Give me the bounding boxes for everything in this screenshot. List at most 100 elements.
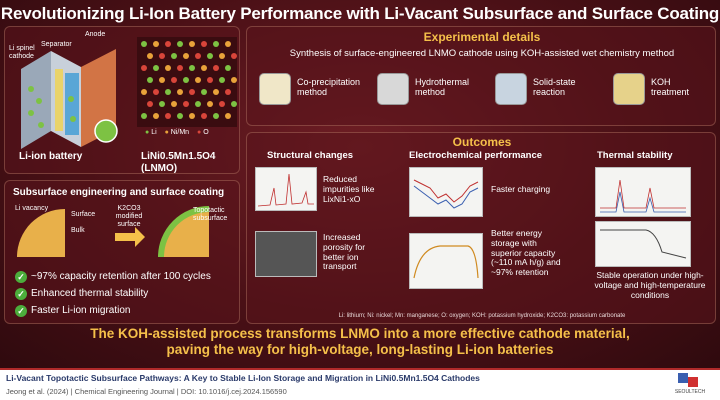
- structural-item-porosity: Increased porosity for better ion transp…: [323, 232, 366, 272]
- lnmo-atom: [183, 53, 189, 59]
- lnmo-atom: [159, 101, 165, 107]
- outcomes-panel: Outcomes Structural changes Reduced impu…: [246, 132, 716, 324]
- li-vacancy-label: Li vacancy: [15, 205, 49, 212]
- lnmo-atom: [159, 53, 165, 59]
- lnmo-atom: [153, 65, 159, 71]
- lnmo-atom: [171, 101, 177, 107]
- nimn-legend-dot: ●: [164, 129, 169, 136]
- method-hydrothermal: Hydrothermal method: [415, 77, 470, 98]
- seoultech-logo: SEOULTECH: [670, 371, 710, 397]
- beaker-icon: [259, 73, 291, 105]
- abbreviation-footnote: Li: lithium; Ni: nickel; Mn: manganese; …: [338, 313, 626, 319]
- battery-illustration: [21, 49, 118, 149]
- koh-treatment-icon: [613, 73, 645, 105]
- lnmo-atom: [177, 41, 183, 47]
- topotactic-label: Topotactic subsurface: [193, 207, 228, 223]
- lnmo-atom: [219, 101, 225, 107]
- lnmo-atom: [147, 101, 153, 107]
- conclusion-text: The KOH-assisted process transforms LNMO…: [0, 326, 720, 358]
- lnmo-atom: [225, 65, 231, 71]
- xrd-plot: [255, 167, 317, 211]
- paper-title: Li-Vacant Topotactic Subsurface Pathways…: [6, 373, 480, 383]
- lnmo-atom: [153, 41, 159, 47]
- conclusion-line-2: paving the way for high-voltage, long-la…: [166, 342, 554, 358]
- check-icon: ✓: [15, 305, 27, 317]
- k2co3-label: K2CO3 modified surface: [115, 205, 143, 229]
- separator-label: Separator: [41, 41, 72, 48]
- lnmo-atom: [225, 89, 231, 95]
- check-icon: ✓: [15, 288, 27, 300]
- lnmo-atom: [159, 77, 165, 83]
- li-legend-label: Li: [151, 129, 157, 136]
- lnmo-atom: [219, 53, 225, 59]
- bulk-label: Bulk: [71, 227, 85, 234]
- lnmo-atom: [141, 113, 147, 119]
- anode-label: Anode: [85, 31, 106, 38]
- lnmo-atom: [201, 113, 207, 119]
- lnmo-atom: [189, 89, 195, 95]
- benefit-retention: ~97% capacity retention after 100 cycles: [31, 271, 211, 282]
- benefit-migration: Faster Li-ion migration: [31, 305, 131, 316]
- voltage-profile-plot: [409, 233, 483, 289]
- nimn-legend-label: Ni/Mn: [170, 129, 190, 136]
- lnmo-crystal-illustration: [137, 37, 237, 127]
- lnmo-atom: [165, 113, 171, 119]
- structural-heading: Structural changes: [267, 150, 354, 161]
- paper-citation[interactable]: Jeong et al. (2024) | Chemical Engineeri…: [6, 387, 287, 396]
- sem-image: [255, 231, 317, 277]
- li-legend-dot: ●: [145, 129, 150, 136]
- outcomes-heading: Outcomes: [452, 135, 512, 149]
- lnmo-atom: [141, 41, 147, 47]
- battery-panel: Anode Separator Li spinel cathode Li-ion…: [4, 26, 240, 174]
- subsurface-heading: Subsurface engineering and surface coati…: [13, 187, 225, 198]
- cathode-label: Li spinel cathode: [9, 45, 35, 61]
- lnmo-atom: [213, 41, 219, 47]
- lnmo-atom: [171, 77, 177, 83]
- lnmo-atom: [207, 101, 213, 107]
- lnmo-atom: [213, 113, 219, 119]
- lnmo-atom: [189, 113, 195, 119]
- lnmo-atom: [147, 53, 153, 59]
- lnmo-atom: [195, 101, 201, 107]
- experimental-panel: Experimental details Synthesis of surfac…: [246, 26, 716, 126]
- electrochemical-item-capacity: Better energy storage with superior capa…: [491, 228, 561, 278]
- method-solid-state: Solid-state reaction: [533, 77, 576, 98]
- logo-text: SEOULTECH: [674, 389, 706, 395]
- lnmo-atom: [201, 65, 207, 71]
- lnmo-atom: [231, 53, 237, 59]
- infographic-poster: Revolutionizing Li-Ion Battery Performan…: [0, 0, 720, 368]
- lnmo-atom: [231, 101, 237, 107]
- lnmo-atom: [165, 65, 171, 71]
- citation-footer: Li-Vacant Topotactic Subsurface Pathways…: [0, 368, 720, 400]
- subsurface-panel: Subsurface engineering and surface coati…: [4, 180, 240, 324]
- check-icon: ✓: [15, 271, 27, 283]
- o-legend-dot: ●: [197, 129, 202, 136]
- lnmo-atom: [195, 77, 201, 83]
- lnmo-atom: [225, 113, 231, 119]
- lnmo-atom: [189, 65, 195, 71]
- experimental-heading: Experimental details: [423, 30, 541, 44]
- method-koh: KOH treatment: [651, 77, 690, 98]
- lnmo-atom: [153, 113, 159, 119]
- experimental-subheading: Synthesis of surface-engineered LNMO cat…: [289, 48, 675, 59]
- electrochemical-item-charging: Faster charging: [491, 184, 551, 194]
- lnmo-atom: [183, 101, 189, 107]
- method-coprecipitation: Co-precipitation method: [297, 77, 361, 98]
- lnmo-atom: [183, 77, 189, 83]
- thermal-plot-2: [595, 221, 691, 267]
- lnmo-atom: [201, 89, 207, 95]
- lnmo-atom: [225, 41, 231, 47]
- autoclave-icon: [377, 73, 409, 105]
- structural-item-impurities: Reduced impurities like LixNi1-xO: [323, 174, 375, 204]
- thermal-plot-1: [595, 167, 691, 217]
- thermal-item-stable: Stable operation under high-voltage and …: [594, 270, 706, 300]
- footer-divider: [0, 368, 720, 370]
- lnmo-atom: [207, 77, 213, 83]
- lnmo-atom: [141, 89, 147, 95]
- benefit-thermal: Enhanced thermal stability: [31, 288, 149, 299]
- rate-plot: [409, 167, 483, 217]
- lnmo-atom: [207, 53, 213, 59]
- particle-illustration: [17, 206, 210, 258]
- lnmo-atom: [213, 89, 219, 95]
- lnmo-atom: [201, 41, 207, 47]
